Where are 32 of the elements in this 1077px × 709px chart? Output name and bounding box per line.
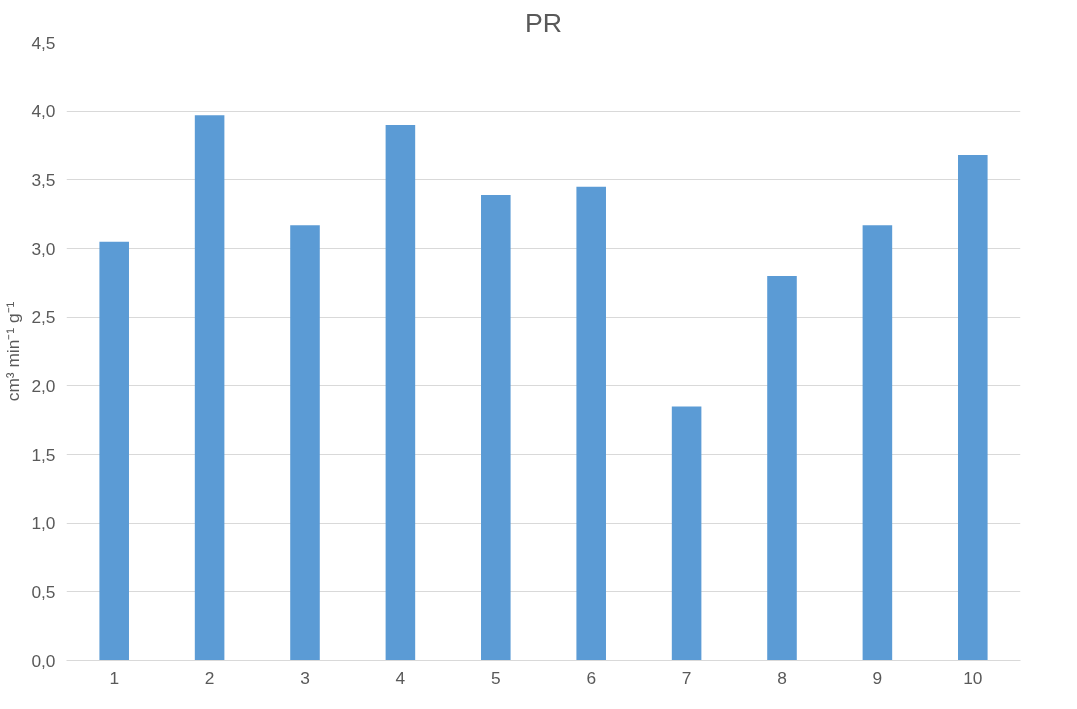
bar (767, 275, 797, 661)
y-tick-label: 2,0 (31, 375, 56, 396)
y-tick-label: 3,5 (31, 169, 56, 190)
x-tick-label: 1 (109, 667, 120, 688)
y-tick-label: 0,5 (31, 581, 56, 602)
y-tick-label: 3,0 (31, 238, 56, 259)
y-tick-label: 1,5 (31, 444, 56, 465)
y-tick-label: 0,0 (31, 650, 56, 671)
x-tick-label: 2 (204, 667, 215, 688)
y-tick-label: 1,0 (31, 513, 56, 534)
bar (99, 241, 129, 661)
bar (958, 155, 988, 661)
y-tick-label: 4,5 (31, 32, 56, 53)
y-tick-label: 4,0 (31, 101, 56, 122)
bar (671, 406, 702, 661)
x-tick-label: 10 (963, 667, 983, 688)
bar (385, 124, 416, 661)
x-tick-label: 7 (681, 667, 692, 688)
x-tick-label: 9 (872, 667, 883, 688)
x-tick-label: 6 (586, 667, 597, 688)
y-axis-title: cm³ min⁻¹ g⁻¹ (3, 301, 24, 402)
bar (194, 115, 225, 661)
x-tick-label: 4 (395, 667, 406, 688)
x-tick-label: 8 (777, 667, 787, 688)
bar (481, 194, 511, 661)
x-tick-label: 3 (300, 667, 310, 688)
chart-title: PR (524, 7, 563, 38)
bar (576, 186, 606, 661)
bar (290, 225, 320, 661)
y-tick-label: 2,5 (31, 307, 56, 328)
bar (862, 225, 893, 661)
x-tick-label: 5 (490, 667, 501, 688)
